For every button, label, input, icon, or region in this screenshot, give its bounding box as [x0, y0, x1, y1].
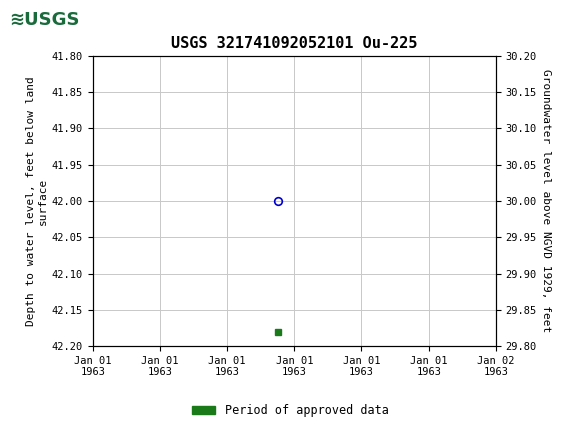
FancyBboxPatch shape: [3, 2, 113, 38]
Y-axis label: Groundwater level above NGVD 1929, feet: Groundwater level above NGVD 1929, feet: [541, 69, 551, 333]
Text: ≋USGS: ≋USGS: [9, 11, 79, 29]
Title: USGS 321741092052101 Ou-225: USGS 321741092052101 Ou-225: [171, 36, 418, 51]
Y-axis label: Depth to water level, feet below land
surface: Depth to water level, feet below land su…: [26, 76, 48, 326]
Legend: Period of approved data: Period of approved data: [187, 399, 393, 422]
